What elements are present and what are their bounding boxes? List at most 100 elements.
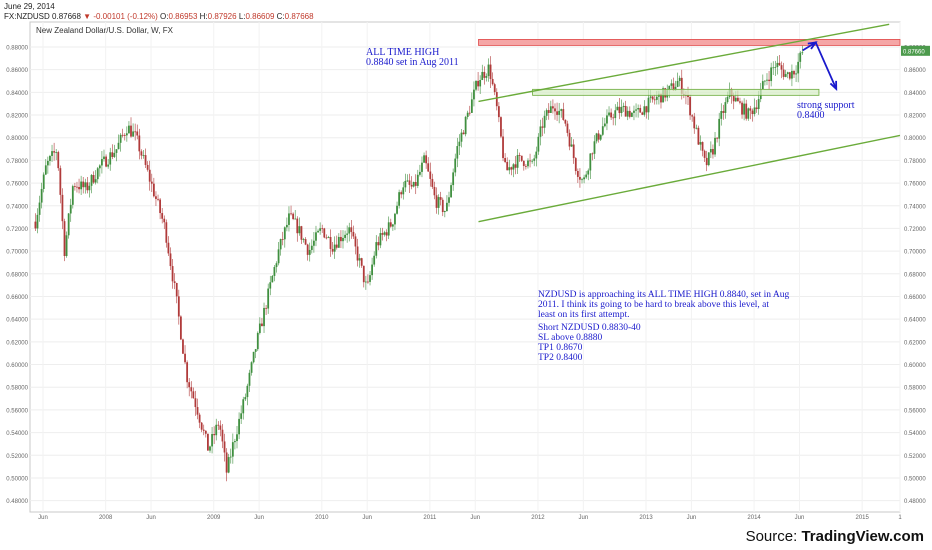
source-prefix: Source: [745,528,802,545]
candle-body [302,239,305,240]
candle-body [475,80,477,90]
candle-body [620,107,623,114]
candle-body [541,126,544,128]
candle-body [412,182,415,187]
candle-body [319,228,322,231]
y-tick-label-right: 0.80000 [904,136,926,142]
candle-body [69,204,72,214]
candle-body [250,362,253,373]
candle-body [217,424,220,426]
y-tick-label-left: 0.84000 [6,91,28,97]
candle-body [213,434,216,436]
candle-body [389,222,392,227]
candle-body [148,169,151,182]
candle-body [552,106,554,109]
candle-body [396,205,398,214]
candle-body [371,264,373,276]
note-line-2: 2011. I think its going to be hard to br… [538,300,769,310]
candle-body [34,221,37,229]
candle-body [774,67,777,68]
y-tick-label-right: 0.86000 [904,68,926,74]
candle-body [350,227,353,232]
candle-body [61,194,64,222]
candle-body [225,452,228,473]
candle-body [574,158,577,172]
candle-body [674,86,677,91]
support-label-line1: strong support [797,100,855,111]
y-tick-label-right: 0.70000 [904,250,926,256]
candle-body [364,281,367,283]
candle-body [626,110,629,117]
ath-label-line1: ALL TIME HIGH [366,47,439,58]
candle-body [425,155,428,164]
candle-body [59,168,62,195]
candle-body [680,77,683,94]
candle-body [739,101,741,103]
candle-body [537,136,540,152]
candle-body [795,73,797,75]
candle-body [337,236,340,248]
gridlines [30,22,901,512]
high-label: H: [199,12,208,21]
y-tick-label-right: 0.52000 [904,454,926,460]
candle-body [768,79,770,82]
y-tick-label-right: 0.72000 [904,227,926,233]
candle-body [545,110,548,116]
candle-body [406,180,409,182]
candle-body [576,171,579,177]
candle-body [367,281,369,283]
candle-body [595,133,598,142]
candle-body [446,202,448,212]
y-tick-label-left: 0.78000 [6,159,28,165]
candle-body [238,418,240,435]
open-label: O: [160,12,169,21]
candle-body [194,398,197,408]
candle-body [167,242,170,254]
candle-body [776,62,779,68]
candle-body [132,131,134,137]
candle-body [599,134,602,140]
candle-body [772,67,775,69]
candle-body [358,258,361,261]
candle-body [204,430,207,434]
candle-body [485,76,488,78]
candle-body [454,158,457,173]
candle-body [558,110,561,115]
candle-body [78,186,80,190]
candle-body [221,429,224,442]
candle-body [236,434,238,442]
candle-body [157,198,159,200]
x-tick-label: 2010 [315,515,329,521]
candle-body [63,221,66,257]
candle-body [186,362,189,383]
candle-body [65,235,68,257]
candle-body [44,165,47,175]
candle-body [173,281,176,283]
y-tick-label-left: 0.50000 [6,476,28,482]
candle-body [487,64,490,77]
candle-body [211,434,213,447]
candle-body [254,349,257,352]
candle-body [608,112,610,116]
candle-body [601,126,604,135]
y-tick-label-left: 0.88000 [6,45,28,51]
candle-body [628,110,631,117]
candle-body [38,202,41,215]
candle-body [152,183,155,197]
candle-body [556,111,558,115]
candle-body [179,316,182,340]
y-tick-label-right: 0.78000 [904,159,926,165]
candle-body [736,97,739,102]
symbol-label[interactable]: FX:NZDUSD [4,12,50,21]
y-tick-label-right: 0.54000 [904,431,926,437]
x-tick-label: Jun [470,515,480,521]
candle-body [379,233,382,246]
y-tick-label-right: 0.50000 [904,476,926,482]
note-line-4: Short NZDUSD 0.8830-40 [538,323,641,333]
candle-body [691,115,694,117]
current-price-tag [901,45,930,56]
candle-body [113,152,116,157]
x-tick-label: Jun [795,515,805,521]
candle-body [398,192,401,206]
